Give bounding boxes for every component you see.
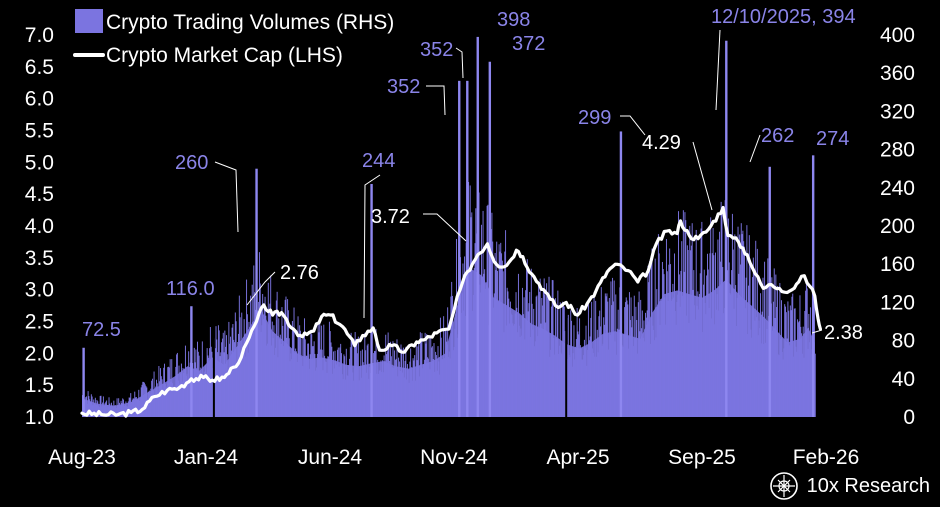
volume-label: 12/10/2025, 394 — [711, 6, 856, 28]
x-tick-label: Feb-26 — [793, 446, 860, 469]
volume-spike — [619, 131, 623, 417]
y-left-tick-label: 1.5 — [25, 374, 54, 397]
y-right-tick-label: 0 — [903, 406, 915, 429]
y-left-tick-label: 4.0 — [25, 215, 54, 238]
annotation-leader — [620, 115, 646, 136]
volume-spike — [768, 166, 771, 417]
volume-label: 244 — [362, 150, 395, 172]
x-tick-label: Aug-23 — [48, 446, 116, 469]
legend-swatch-bar — [75, 9, 103, 33]
marketcap-label: 4.29 — [642, 132, 681, 154]
volume-spike — [811, 155, 815, 417]
volume-label: 72.5 — [82, 319, 121, 341]
legend: Crypto Trading Volumes (RHS) Crypto Marke… — [73, 9, 394, 67]
volume-label: 352 — [387, 76, 420, 98]
y-axis-left: 1.0 1.5 2.0 2.5 3.0 3.5 4.0 4.5 5.0 5.5 6.0 6.5 7.0 — [25, 24, 54, 429]
y-right-tick-label: 160 — [880, 253, 915, 276]
y-right-tick-label: 40 — [892, 368, 915, 391]
volume-label: 260 — [175, 152, 208, 174]
y-right-tick-label: 360 — [880, 62, 915, 85]
y-left-tick-label: 3.5 — [25, 247, 54, 270]
y-left-tick-label: 2.5 — [25, 311, 54, 334]
y-left-tick-label: 2.0 — [25, 342, 54, 365]
volume-spike — [190, 306, 193, 417]
10x-research-logo-icon — [769, 472, 798, 500]
x-tick-label: Nov-24 — [420, 446, 488, 469]
marketcap-label: 2.76 — [280, 262, 319, 284]
volume-label: 299 — [578, 107, 611, 129]
volume-label: 398 — [497, 9, 530, 31]
y-right-tick-label: 240 — [880, 177, 915, 200]
y-right-tick-label: 320 — [880, 100, 915, 123]
annotation-leader — [214, 161, 239, 233]
volume-spike — [370, 183, 373, 417]
legend-label-volume: Crypto Trading Volumes (RHS) — [106, 11, 394, 34]
x-tick-label: Jan-24 — [174, 446, 239, 469]
volume-label: 274 — [816, 128, 849, 150]
annotation-leader — [423, 213, 467, 242]
y-left-tick-label: 3.0 — [25, 279, 54, 302]
annotation-leader — [811, 329, 823, 334]
watermark-text: 10x Research — [806, 474, 930, 497]
annotation-leader — [363, 174, 381, 319]
y-right-tick-label: 280 — [880, 139, 915, 162]
legend-label-marketcap: Crypto Market Cap (LHS) — [106, 44, 343, 67]
watermark: 10x Research — [769, 471, 930, 501]
y-left-tick-label: 6.5 — [25, 56, 54, 79]
x-tick-label: Jun-24 — [298, 446, 363, 469]
marketcap-label: 3.72 — [371, 206, 410, 228]
x-tick-label: Sep-25 — [668, 446, 736, 469]
y-left-tick-label: 5.5 — [25, 120, 54, 143]
volume-label: 116.0 — [166, 278, 215, 300]
y-right-tick-label: 120 — [880, 291, 915, 314]
annotation-leader — [692, 141, 713, 211]
annotation-leader — [715, 29, 721, 111]
volume-spike — [458, 80, 461, 417]
volume-spike — [466, 80, 469, 417]
y-left-tick-label: 5.0 — [25, 151, 54, 174]
volume-bar — [814, 353, 816, 417]
y-axis-right: 0 40 80 120 160 200 240 280 320 360 400 — [880, 24, 915, 429]
volume-spike — [82, 347, 85, 417]
volume-area — [82, 268, 815, 417]
volume-spike — [488, 61, 492, 418]
x-tick-label: Apr-25 — [546, 446, 609, 469]
y-right-tick-label: 400 — [880, 24, 915, 47]
volume-label: 352 — [420, 39, 453, 61]
annotation-leader — [749, 134, 761, 163]
y-left-tick-label: 6.0 — [25, 88, 54, 111]
y-left-tick-label: 4.5 — [25, 183, 54, 206]
x-axis: Aug-23 Jan-24 Jun-24 Nov-24 Apr-25 Sep-25 Feb-… — [48, 446, 859, 469]
y-right-tick-label: 80 — [892, 330, 915, 353]
annotation-leader — [246, 271, 276, 306]
annotation-leader — [426, 85, 446, 116]
y-left-tick-label: 7.0 — [25, 24, 54, 47]
annotation-leader — [455, 47, 464, 79]
marketcap-line — [80, 205, 822, 418]
marketcap-series-line — [80, 205, 822, 418]
volume-label: 372 — [512, 33, 545, 55]
marketcap-label: 2.38 — [824, 322, 863, 344]
y-left-tick-label: 1.0 — [25, 406, 54, 429]
y-right-tick-label: 200 — [880, 215, 915, 238]
volume-spike — [476, 36, 479, 417]
volume-label: 262 — [761, 125, 794, 147]
volume-bars — [82, 36, 816, 418]
